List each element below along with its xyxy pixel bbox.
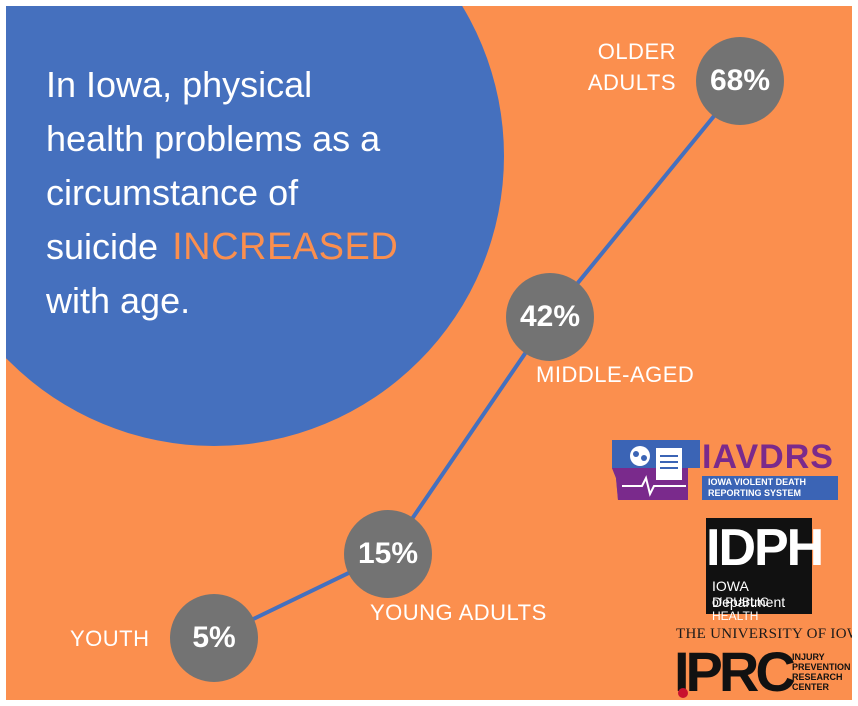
label-middle-aged: MIDDLE-AGED — [536, 362, 695, 387]
headline-line-5: with age. — [46, 280, 191, 321]
iprc-logo: THE UNIVERSITY OF IOWA IPRC INJURY PREVE… — [674, 626, 852, 701]
iavdrs-name: IAVDRS — [702, 438, 834, 476]
iavdrs-subtitle-1: IOWA VIOLENT DEATH — [708, 477, 806, 487]
idph-line-2: of PUBLIC HEALTH — [712, 595, 769, 623]
headline-line-1: In Iowa, physical — [46, 64, 313, 105]
bubble-youth: 5% — [170, 594, 258, 682]
label-young-adults: YOUNG ADULTS — [370, 600, 547, 625]
iavdrs-subtitle-box: IOWA VIOLENT DEATH REPORTING SYSTEM — [702, 476, 838, 500]
trend-line — [213, 81, 743, 640]
iavdrs-emblem-icon — [612, 440, 700, 500]
value-middle-aged: 42% — [519, 300, 581, 333]
iprc-subtitle: INJURY PREVENTION RESEARCH CENTER — [792, 652, 851, 692]
value-youth: 5% — [192, 621, 236, 654]
headline-suicide-word: suicide — [46, 226, 159, 267]
label-adults: ADULTS — [587, 70, 676, 95]
trend-polyline — [213, 81, 743, 640]
bubble-young-adults: 15% — [344, 510, 432, 598]
headline-line-3: circumstance of — [46, 172, 299, 213]
value-older-adults: 68% — [709, 64, 771, 97]
iavdrs-logo: IAVDRS IOWA VIOLENT DEATH REPORTING SYST… — [608, 438, 840, 502]
label-youth: YOUTH — [70, 626, 150, 651]
iavdrs-subtitle-2: REPORTING SYSTEM — [708, 488, 802, 498]
idph-name: IDPH — [706, 519, 824, 577]
iprc-subtitle-2: PREVENTION — [792, 662, 851, 672]
idph-line-1: IOWA Department — [712, 578, 786, 610]
bubble-older-adults: 68% — [696, 37, 784, 125]
iprc-subtitle-4: CENTER — [792, 682, 830, 692]
iprc-dot-icon — [678, 688, 688, 698]
iprc-name: IPRC — [674, 640, 796, 701]
idph-logo: IDPH IOWA Department of PUBLIC HEALTH — [706, 518, 824, 623]
value-young-adults: 15% — [357, 537, 419, 570]
label-older-adults: OLDER ADULTS — [566, 36, 676, 98]
headline-increased-word: INCREASED — [172, 226, 399, 268]
headline-line-4: suicide INCREASED — [46, 220, 466, 274]
iprc-subtitle-1: INJURY — [792, 652, 825, 662]
iprc-subtitle-3: RESEARCH — [792, 672, 843, 682]
bubble-middle-aged: 42% — [506, 273, 594, 361]
infographic: In Iowa, physical health problems as a c… — [6, 6, 852, 700]
headline: In Iowa, physical health problems as a c… — [46, 58, 466, 328]
headline-line-2: health problems as a — [46, 118, 381, 159]
label-older: OLDER — [597, 39, 676, 64]
iprc-university: THE UNIVERSITY OF IOWA — [676, 626, 852, 642]
